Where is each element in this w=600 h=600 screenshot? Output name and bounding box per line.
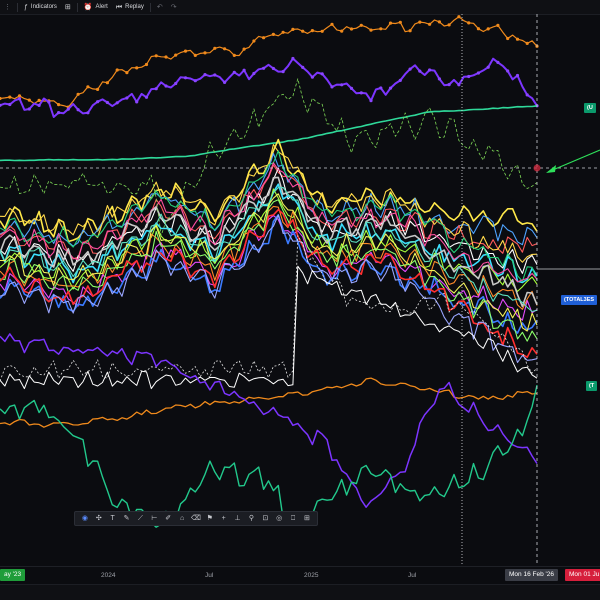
zoom-icon[interactable]: ⚲	[248, 514, 254, 522]
grid-icon: ⊞	[64, 3, 71, 11]
time-axis[interactable]: ay '23 2024 Jul 2025 Jul Mon 16 Feb '26 …	[0, 566, 600, 584]
price-label-total3es: (TOTAL3ES	[561, 295, 598, 305]
series-17	[0, 214, 538, 364]
series-purple-low	[0, 333, 538, 508]
indicators-icon: ƒ	[24, 3, 28, 11]
eraser-icon[interactable]: ⌫	[190, 514, 201, 522]
line-icon[interactable]: ⟋	[137, 514, 143, 522]
replay-icon: ⏮	[115, 3, 123, 11]
series-white-falling	[0, 265, 538, 390]
redo-icon: ↷	[170, 3, 177, 11]
undo-button[interactable]: ↶	[153, 0, 167, 14]
cursor-icon[interactable]: ◉	[81, 514, 88, 522]
end-date-tag: Mon 01 Ju	[565, 569, 600, 581]
replay-label: Replay	[125, 4, 144, 10]
series-orange-top	[0, 16, 538, 108]
series-dashed-green	[0, 78, 538, 236]
alert-button[interactable]: ⏰ Alert	[80, 0, 112, 14]
start-date-tag: ay '23	[0, 569, 26, 581]
plus-icon[interactable]: +	[221, 514, 226, 522]
brush-icon[interactable]: ✐	[165, 514, 172, 522]
indicators-button[interactable]: ƒ Indicators	[20, 0, 61, 14]
dots-icon: ⋮	[4, 3, 11, 11]
series-7	[0, 214, 538, 321]
ruler-icon[interactable]: ⊥	[234, 514, 241, 522]
crosshair-date-tag: Mon 16 Feb '26	[505, 569, 558, 581]
time-tick: Jul	[205, 572, 214, 579]
series-15	[0, 199, 538, 342]
time-tick: 2025	[304, 572, 319, 579]
arrow-head	[546, 165, 556, 173]
layouts-button[interactable]: ⊞	[61, 0, 75, 14]
magnet-icon[interactable]: ⌂	[179, 514, 185, 522]
time-tick: 2024	[101, 572, 116, 579]
series-13	[0, 186, 538, 313]
toolbar-divider	[149, 2, 151, 12]
grid-icon[interactable]: ⊞	[304, 514, 310, 522]
series-orange-low	[0, 377, 538, 428]
series-16	[0, 208, 538, 358]
series-10	[0, 150, 538, 282]
undo-icon: ↶	[156, 3, 163, 11]
flag-icon[interactable]: ⚑	[206, 514, 213, 522]
redo-button[interactable]: ↷	[167, 0, 181, 14]
alarm-icon: ⏰	[83, 3, 93, 11]
replay-button[interactable]: ⏮ Replay	[112, 0, 148, 14]
series-layer	[0, 15, 539, 528]
series-orange-top-dots	[0, 15, 539, 109]
price-label-low: (T	[586, 381, 598, 391]
series-purple-top-dots	[0, 56, 539, 115]
series-teal-ma	[0, 105, 538, 162]
series-6	[0, 205, 538, 310]
top-toolbar: ⋮ ƒ Indicators ⊞ ⏰ Alert ⏮ Replay ↶ ↷	[0, 0, 600, 15]
series-1	[0, 152, 538, 247]
indicators-label: Indicators	[30, 4, 57, 10]
arrow-drawing	[547, 149, 600, 173]
time-tick: Jul	[408, 572, 417, 579]
series-14	[0, 193, 538, 332]
bottom-panel-bar	[0, 584, 600, 600]
more-button[interactable]: ⋮	[0, 0, 15, 14]
series-purple-top	[0, 57, 538, 118]
trash-icon[interactable]: ⎕	[290, 514, 296, 522]
toolbar-divider	[76, 2, 78, 12]
crosshair-icon[interactable]: ✣	[95, 514, 102, 522]
series-12	[0, 176, 538, 308]
crosshair-point	[533, 164, 541, 172]
measure-icon[interactable]: ⊢	[151, 514, 158, 522]
lock-icon[interactable]: ⊡	[262, 514, 269, 522]
series-dashed-white	[0, 235, 538, 382]
series-11	[0, 162, 538, 283]
eye-icon[interactable]: ◎	[276, 514, 283, 522]
pen-icon[interactable]: ✎	[123, 514, 130, 522]
text-icon[interactable]: T	[110, 514, 115, 522]
price-chart[interactable]	[0, 14, 600, 566]
drawing-toolbar: ◉ ✣ T ✎ ⟋ ⊢ ✐ ⌂ ⌫ ⚑ + ⊥ ⚲ ⊡ ◎ ⎕ ⊞	[74, 511, 318, 526]
alert-label: Alert	[95, 4, 108, 10]
series-teal-low	[0, 384, 538, 528]
toolbar-divider	[17, 2, 18, 12]
price-label-top: (U	[584, 103, 596, 113]
